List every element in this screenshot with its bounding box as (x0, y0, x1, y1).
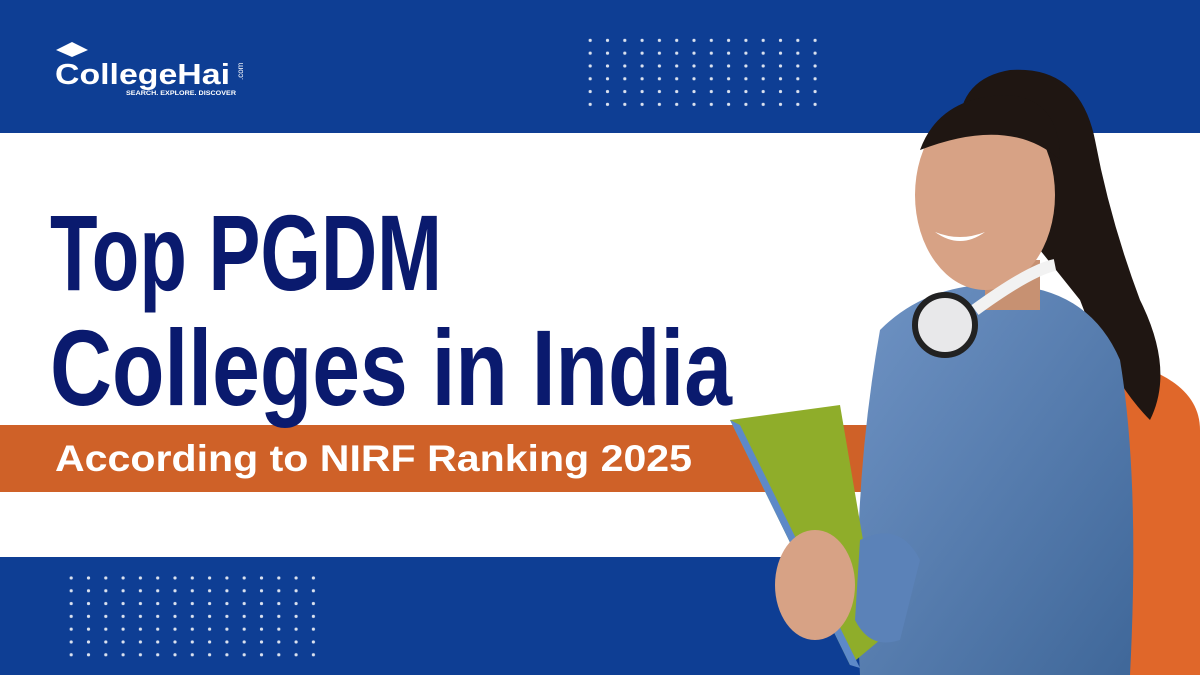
smile (935, 232, 985, 241)
student-photo (730, 69, 1200, 675)
headphones (912, 292, 978, 358)
subtitle: According to NIRF Ranking 2025 (55, 438, 692, 479)
dot-grid (66, 575, 316, 665)
jacket (857, 284, 1134, 675)
logo-domain: .com (236, 62, 245, 80)
headline-line: Colleges in India (50, 307, 733, 428)
subtitle-strip (0, 425, 880, 492)
logo-cap (56, 42, 88, 57)
headline-line: Top PGDM (50, 192, 442, 313)
sleeve (855, 533, 920, 643)
logo-tagline: SEARCH. EXPLORE. DISCOVER (126, 90, 236, 97)
hand (775, 530, 855, 640)
face (915, 100, 1055, 290)
hair-top (920, 95, 1060, 160)
logo-name: CollegeHai (55, 59, 230, 91)
headphone-band (971, 259, 1057, 315)
dot-grid (580, 30, 830, 110)
logo: CollegeHai .com SEARCH. EXPLORE. DISCOVE… (55, 42, 245, 97)
